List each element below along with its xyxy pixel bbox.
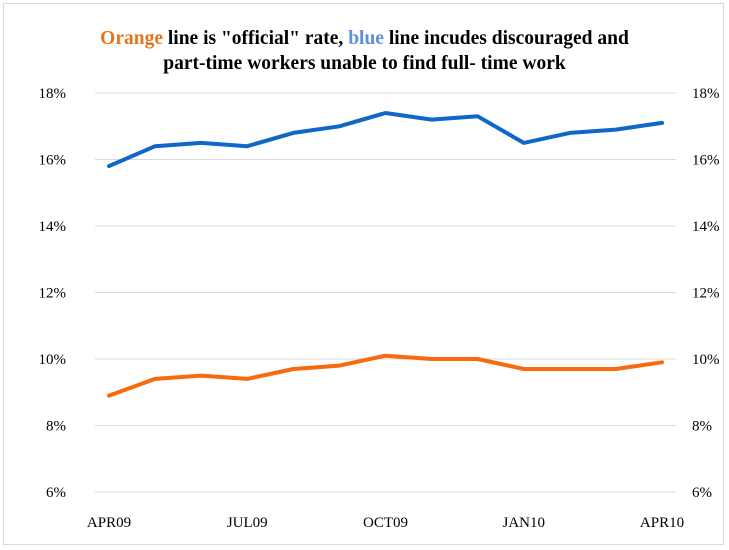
y-tick-label-right: 8% <box>692 419 712 435</box>
x-axis-ticks: APR09 JUL09 OCT09 JAN10 APR10 <box>87 515 684 531</box>
y-tick-label-left: 18% <box>39 86 67 102</box>
orange-series-line <box>107 353 664 398</box>
right-y-axis-ticks: 6% 8% 10% 12% 14% 16% 18% <box>692 86 720 501</box>
y-tick-label-right: 6% <box>692 485 712 501</box>
series-lines <box>107 111 664 398</box>
y-tick-label-left: 12% <box>39 286 67 302</box>
chart-frame <box>3 3 724 545</box>
y-tick-label-right: 12% <box>692 286 720 302</box>
title-part-1: line is "official" rate, <box>162 28 349 49</box>
x-tick-label: OCT09 <box>363 515 408 531</box>
y-tick-label-right: 16% <box>692 153 720 169</box>
y-tick-label-left: 8% <box>46 419 66 435</box>
gridlines <box>95 92 676 493</box>
x-tick-label: APR09 <box>87 515 131 531</box>
title-orange-word: Orange <box>100 28 163 49</box>
x-tick-label: JAN10 <box>502 515 545 531</box>
y-tick-label-left: 10% <box>39 352 67 368</box>
title-blue-word: blue <box>348 28 384 49</box>
y-tick-label-left: 16% <box>39 153 67 169</box>
chart-title-line-1: Orange line is "official" rate, blue lin… <box>0 26 729 51</box>
x-tick-label: APR10 <box>640 515 684 531</box>
y-tick-label-left: 14% <box>39 219 67 235</box>
y-tick-label-right: 18% <box>692 86 720 102</box>
chart-title: Orange line is "official" rate, blue lin… <box>0 26 729 76</box>
left-y-axis-ticks: 6% 8% 10% 12% 14% 16% 18% <box>39 86 67 501</box>
y-tick-label-right: 14% <box>692 219 720 235</box>
blue-series-line <box>107 111 664 169</box>
x-tick-label: JUL09 <box>227 515 268 531</box>
y-tick-label-right: 10% <box>692 352 720 368</box>
title-part-2: line incudes discouraged and <box>383 28 629 49</box>
y-tick-label-left: 6% <box>46 485 66 501</box>
chart-title-line-2: part-time workers unable to find full- t… <box>163 53 566 74</box>
